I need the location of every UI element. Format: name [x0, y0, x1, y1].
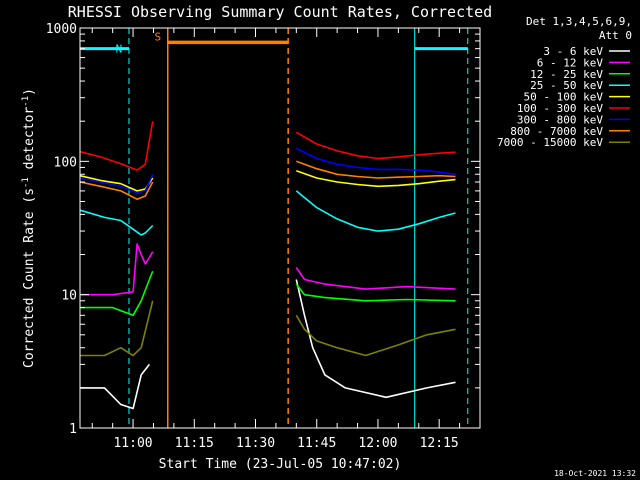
plot-area: NS — [79, 28, 469, 428]
series-line-50-100-kev — [296, 169, 456, 188]
y-axis-label-main: Corrected Count Rate (s — [22, 188, 37, 368]
series-line-3-6-kev — [80, 363, 151, 410]
x-tick-label: 11:45 — [297, 436, 336, 451]
x-axis-label: Start Time (23-Jul-05 10:47:02) — [159, 457, 402, 472]
series-line-6-12-kev — [80, 243, 154, 296]
series-line-25-50-kev — [79, 209, 154, 236]
y-tick-label: 100 — [54, 155, 77, 170]
x-tick-label: 11:00 — [113, 436, 152, 451]
x-tick-label: 12:00 — [358, 436, 397, 451]
series-line-12-25-kev — [295, 283, 456, 302]
y-tick-label: 1 — [69, 422, 77, 437]
x-tick-label: 11:15 — [175, 436, 214, 451]
legend-entry-label: 50 - 100 keV — [524, 91, 604, 104]
legend-entry-label: 3 - 6 keV — [543, 45, 603, 58]
series-line-7000-15000-kev — [295, 314, 456, 357]
plot-frame — [79, 27, 481, 429]
series-line-25-50-kev — [295, 190, 456, 232]
series-line-800-7000-kev — [79, 181, 154, 200]
y-axis-label-sup2: -1 — [21, 96, 31, 107]
y-axis-label: Corrected Count Rate (s-1 detector-1) — [21, 88, 37, 368]
legend-entry-label: 7000 - 15000 keV — [497, 136, 603, 149]
night-label: N — [116, 43, 123, 56]
legend-entry-label: 12 - 25 keV — [530, 68, 603, 81]
legend-entry-label: 25 - 50 keV — [530, 79, 603, 92]
series-line-300-800-kev — [295, 147, 456, 176]
footer-timestamp: 18-Oct-2021 13:32 — [554, 469, 636, 478]
series-line-3-6-kev — [295, 279, 456, 399]
y-axis-label-sup1: -1 — [21, 177, 31, 188]
x-tick-label: 11:30 — [236, 436, 275, 451]
legend-entry-label: 800 - 7000 keV — [510, 125, 603, 138]
series-line-7000-15000-kev — [80, 300, 154, 357]
y-axis: 1 10 100 1000 — [46, 22, 480, 437]
legend-subtitle: Att 0 — [599, 29, 632, 42]
legend-title: Det 1,3,4,5,6,9, — [526, 15, 632, 28]
legend-entry-label: 6 - 12 keV — [537, 56, 604, 69]
y-axis-label-end: ) — [22, 88, 37, 96]
series-line-100-300-kev — [79, 121, 154, 171]
y-axis-label-mid: detector — [22, 107, 37, 178]
x-axis: 11:00 11:15 11:30 11:45 12:00 12:15 — [91, 28, 481, 451]
y-tick-label: 1000 — [46, 22, 77, 37]
legend-entry-label: 300 - 800 keV — [517, 113, 603, 126]
chart-title: RHESSI Observing Summary Count Rates, Co… — [68, 3, 492, 21]
series-line-300-800-kev — [79, 173, 154, 194]
series-line-6-12-kev — [295, 267, 456, 290]
y-tick-label: 10 — [61, 289, 77, 304]
series-line-12-25-kev — [80, 270, 154, 317]
series-line-800-7000-kev — [296, 160, 456, 179]
saa-label: S — [154, 30, 161, 43]
legend-entry-label: 100 - 300 keV — [517, 102, 603, 115]
series-line-100-300-kev — [295, 131, 456, 160]
x-tick-label: 12:15 — [420, 436, 459, 451]
